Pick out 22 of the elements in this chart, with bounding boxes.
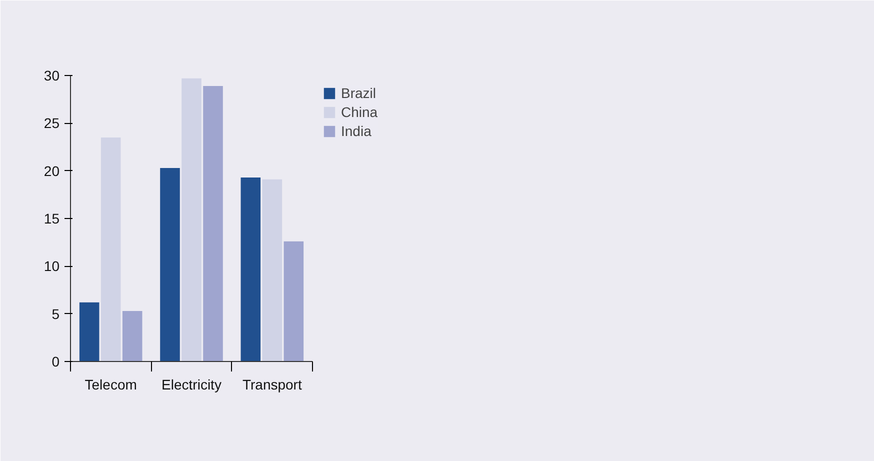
legend-label: India: [341, 123, 372, 139]
y-tick-label: 0: [52, 354, 60, 370]
y-tick-label: 30: [44, 68, 60, 84]
x-tick-label: Telecom: [84, 376, 137, 392]
bar: [160, 168, 180, 362]
bar: [100, 137, 121, 362]
bar: [79, 302, 100, 362]
bar: [240, 178, 261, 362]
y-tick-label: 20: [44, 162, 60, 179]
y-tick-label: 5: [52, 306, 60, 322]
x-tick-label: Transport: [242, 376, 302, 392]
legend-label: Brazil: [341, 85, 376, 101]
bar: [182, 78, 202, 362]
bar: [262, 179, 282, 362]
y-tick-label: 15: [44, 210, 60, 226]
legend-label: China: [341, 104, 378, 120]
bar: [122, 310, 142, 362]
y-tick-label: 25: [44, 115, 60, 132]
y-tick-label: 10: [44, 258, 60, 274]
bar: [284, 241, 304, 362]
bar: [203, 86, 223, 362]
x-tick-label: Electricity: [162, 376, 222, 392]
